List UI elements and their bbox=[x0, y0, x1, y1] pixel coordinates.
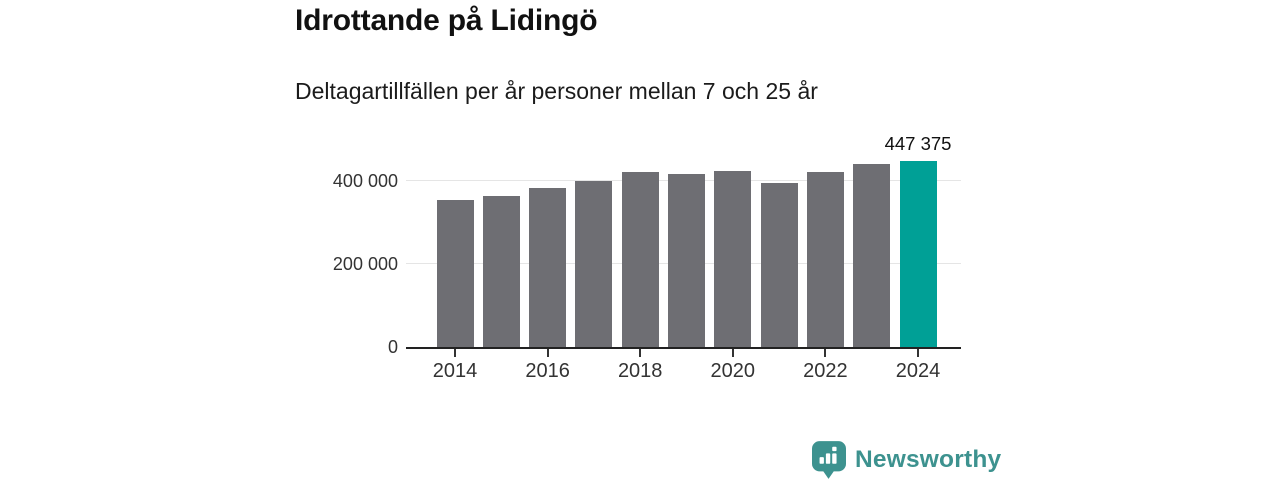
x-tick bbox=[917, 349, 919, 357]
plot-area bbox=[406, 128, 961, 349]
x-tick-label: 2020 bbox=[710, 360, 756, 382]
bar-2023 bbox=[853, 164, 891, 347]
bar-2021 bbox=[760, 183, 798, 347]
bar-2019 bbox=[668, 173, 705, 347]
chart-title: Idrottande på Lidingö bbox=[295, 4, 598, 37]
bar-2014 bbox=[436, 200, 474, 347]
x-tick-label: 2014 bbox=[432, 360, 478, 382]
newsworthy-logo-icon bbox=[812, 441, 846, 479]
y-tick-label: 0 bbox=[387, 337, 398, 357]
bar-2020 bbox=[714, 171, 752, 347]
bar-2015 bbox=[482, 195, 520, 347]
bar-2022 bbox=[806, 172, 844, 347]
x-tick bbox=[731, 349, 734, 357]
bar-2024 bbox=[899, 161, 937, 347]
x-axis: 2014 2016 2018 2020 2022 2024 bbox=[406, 349, 961, 394]
x-tick bbox=[454, 349, 456, 357]
x-tick-label: 2024 bbox=[895, 360, 941, 382]
y-tick-label: 200 000 bbox=[332, 254, 398, 274]
y-tick-label: 400 000 bbox=[332, 171, 398, 191]
y-axis-labels: 0 200 000 400 000 bbox=[270, 0, 398, 480]
x-tick-label: 2018 bbox=[617, 360, 663, 382]
brand-name: Newsworthy bbox=[855, 446, 1002, 473]
x-tick bbox=[824, 349, 827, 357]
chart-subtitle: Deltagartillfällen per år personer mella… bbox=[295, 78, 818, 104]
x-tick bbox=[546, 349, 549, 357]
bar-2018 bbox=[621, 172, 659, 347]
bar-2016 bbox=[529, 187, 567, 347]
x-tick bbox=[639, 349, 642, 357]
newsworthy-brand: Newsworthy bbox=[812, 441, 1001, 479]
value-label: 447 375 bbox=[884, 133, 952, 155]
bar-2017 bbox=[575, 180, 613, 347]
x-tick-label: 2016 bbox=[525, 360, 570, 382]
x-tick-label: 2022 bbox=[803, 360, 848, 382]
